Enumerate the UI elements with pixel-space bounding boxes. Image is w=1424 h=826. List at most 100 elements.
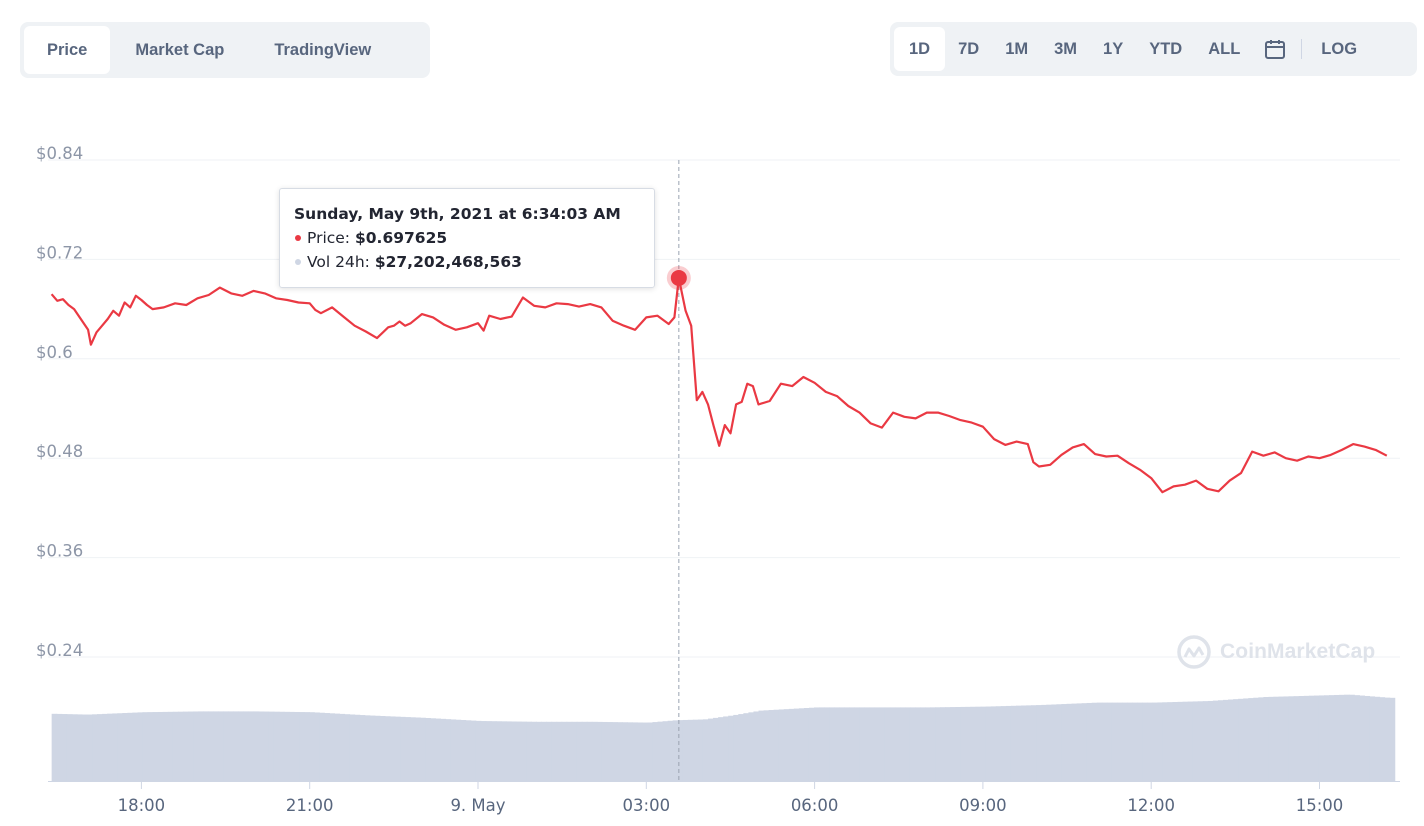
volume-bar: [455, 719, 462, 781]
volume-bar: [157, 711, 164, 781]
volume-bar: [930, 707, 936, 781]
x-tick-label: 09:00: [959, 796, 1007, 815]
volume-bar: [1192, 701, 1199, 781]
log-scale-toggle[interactable]: LOG: [1321, 40, 1358, 58]
volume-bar: [950, 707, 957, 781]
x-tick-label: 21:00: [286, 796, 334, 815]
volume-bar: [728, 715, 734, 781]
volume-bar: [1233, 699, 1239, 781]
volume-bar: [864, 707, 871, 781]
y-axis-labels: $0.84 $0.72 $0.6 $0.48 $0.36 $0.24: [36, 144, 83, 660]
volume-bar: [713, 717, 719, 781]
tooltip-date: Sunday, May 9th, 2021 at 6:34:03 AM: [294, 205, 621, 223]
volume-bar: [465, 720, 472, 781]
range-7d[interactable]: 7D: [958, 40, 980, 58]
tooltip-price-value: $0.697625: [354, 229, 448, 247]
range-1d[interactable]: 1D: [894, 27, 946, 71]
volume-bar: [1127, 702, 1133, 781]
volume-bar: [495, 721, 502, 781]
volume-bar: [1162, 702, 1169, 781]
volume-bar: [1223, 699, 1229, 781]
volume-bar: [1349, 694, 1355, 781]
volume-bar: [107, 713, 113, 781]
range-all[interactable]: ALL: [1208, 40, 1241, 58]
watermark-text: CoinMarketCap: [1220, 640, 1376, 663]
volume-bar: [243, 711, 250, 781]
volume-bar: [142, 712, 149, 781]
volume-bar: [541, 721, 548, 781]
volume-bar: [273, 711, 280, 781]
volume-bar: [1157, 702, 1164, 781]
volume-bar: [1374, 696, 1381, 781]
volume-bar: [97, 714, 103, 781]
volume-bar: [1031, 705, 1037, 781]
volume-bar: [1036, 705, 1042, 781]
volume-bar: [490, 721, 497, 781]
volume-bar: [869, 707, 876, 781]
range-1y[interactable]: 1Y: [1103, 40, 1124, 58]
volume-bar: [1359, 695, 1365, 781]
volume-bar: [1132, 702, 1138, 781]
x-tick-label: 12:00: [1127, 796, 1175, 815]
volume-bar: [667, 720, 674, 781]
volume-bar: [1344, 694, 1350, 781]
volume-bar: [415, 717, 421, 781]
volume-bar: [788, 708, 795, 781]
volume-bar: [1066, 703, 1073, 781]
volume-bar: [167, 711, 174, 781]
range-1m[interactable]: 1M: [1005, 40, 1029, 58]
volume-bar: [561, 721, 568, 781]
volume-bar: [329, 713, 335, 781]
volume-bar: [1298, 695, 1305, 781]
x-tick-label: 9. May: [450, 796, 505, 815]
x-tick-label: 03:00: [623, 796, 671, 815]
volume-bar: [1212, 700, 1219, 781]
range-3m[interactable]: 3M: [1054, 40, 1078, 58]
volume-bar: [920, 707, 926, 781]
volume-bar: [1303, 695, 1310, 781]
volume-bar: [516, 721, 522, 781]
volume-bar: [460, 720, 467, 781]
tab-tradingview[interactable]: TradingView: [274, 41, 372, 59]
volume-bar: [92, 714, 98, 781]
volume-bar: [839, 707, 845, 781]
volume-bar: [1056, 704, 1063, 781]
y-tick-label: $0.72: [36, 243, 83, 262]
volume-bar: [132, 712, 139, 781]
volume-bar: [213, 711, 219, 781]
volume-bar: [379, 716, 386, 781]
volume-bar: [1308, 695, 1315, 781]
volume-bar: [940, 707, 946, 781]
volume-bar: [339, 713, 346, 781]
volume-bar: [420, 717, 426, 781]
volume-bar: [172, 711, 179, 781]
y-tick-label: $0.24: [36, 641, 83, 660]
volume-bar: [319, 712, 325, 781]
volume-bar: [364, 715, 371, 781]
volume-bar: [753, 711, 760, 781]
x-tick-label: 18:00: [118, 796, 166, 815]
y-tick-label: $0.84: [36, 144, 83, 163]
volume-bar: [288, 711, 295, 781]
volume-bar: [708, 718, 714, 781]
volume-bar: [1147, 702, 1153, 781]
volume-bar: [1086, 702, 1093, 781]
volume-bar: [1354, 695, 1360, 781]
calendar-icon[interactable]: [1253, 27, 1297, 71]
volume-bar: [480, 721, 487, 781]
volume-bar: [425, 717, 431, 781]
range-ytd[interactable]: YTD: [1149, 40, 1183, 58]
volume-bar: [405, 717, 411, 781]
volume-bar: [662, 721, 669, 781]
volume-bar: [601, 721, 608, 781]
volume-bar: [536, 721, 542, 781]
range-divider: [1301, 39, 1303, 59]
tab-price[interactable]: Price: [24, 26, 111, 74]
volume-bar: [511, 721, 517, 781]
volume-bar: [970, 706, 977, 781]
volume-bar: [909, 707, 916, 781]
volume-bar: [854, 707, 861, 781]
volume-bar: [697, 719, 704, 781]
tab-market-cap[interactable]: Market Cap: [135, 41, 225, 59]
